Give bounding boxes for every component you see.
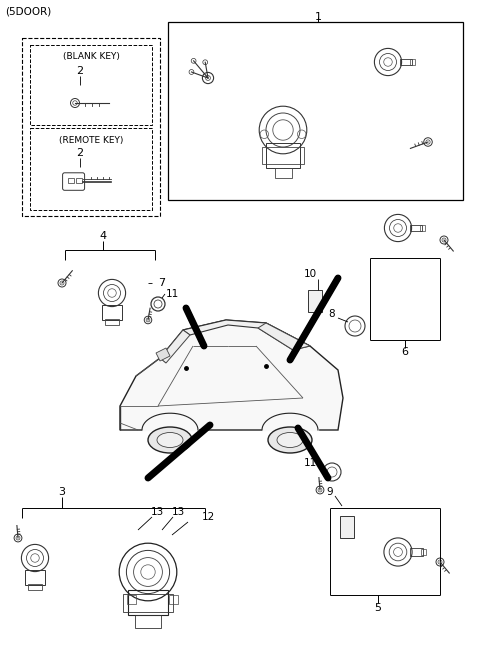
Text: 11: 11 — [303, 458, 317, 468]
Text: (5DOOR): (5DOOR) — [5, 6, 51, 16]
Bar — [308, 290, 322, 312]
Bar — [128, 590, 168, 615]
Text: 12: 12 — [202, 512, 215, 522]
Text: 13: 13 — [150, 507, 164, 517]
Text: 3: 3 — [59, 487, 65, 497]
Bar — [76, 178, 82, 183]
Bar — [68, 178, 73, 183]
Polygon shape — [183, 320, 310, 350]
Text: (REMOTE KEY): (REMOTE KEY) — [59, 136, 123, 144]
Bar — [123, 594, 173, 611]
Text: (BLANK KEY): (BLANK KEY) — [62, 52, 120, 62]
Bar — [168, 22, 463, 200]
Bar — [410, 224, 422, 232]
Bar — [28, 583, 42, 590]
Text: 6: 6 — [401, 347, 408, 357]
Text: 4: 4 — [99, 231, 107, 241]
Bar — [168, 594, 178, 604]
Ellipse shape — [157, 432, 183, 447]
Text: 10: 10 — [303, 269, 317, 279]
Bar — [421, 549, 426, 554]
Bar — [105, 319, 119, 325]
Bar — [275, 168, 291, 178]
Bar — [178, 372, 190, 376]
Ellipse shape — [148, 427, 192, 453]
Text: 2: 2 — [76, 148, 84, 158]
Bar — [25, 570, 45, 585]
Text: 8: 8 — [329, 309, 336, 319]
Bar — [30, 128, 152, 210]
Ellipse shape — [277, 432, 303, 447]
Bar — [410, 548, 422, 556]
Text: 9: 9 — [327, 487, 333, 497]
Bar — [400, 58, 412, 66]
Bar — [262, 147, 304, 164]
Ellipse shape — [268, 427, 312, 453]
Text: 13: 13 — [171, 507, 185, 517]
Bar — [260, 370, 272, 374]
Bar — [127, 594, 136, 604]
Text: 5: 5 — [374, 603, 382, 613]
Text: 7: 7 — [158, 278, 166, 288]
Bar — [135, 615, 161, 628]
Text: 11: 11 — [166, 289, 179, 299]
Bar — [340, 516, 354, 538]
Bar — [410, 60, 415, 64]
Polygon shape — [160, 330, 190, 363]
Text: 1: 1 — [314, 12, 322, 22]
Text: 2: 2 — [76, 66, 84, 76]
Bar — [420, 226, 425, 230]
Bar — [266, 143, 300, 168]
Polygon shape — [120, 320, 343, 430]
Bar — [102, 305, 122, 320]
Polygon shape — [156, 348, 170, 361]
Bar — [30, 45, 152, 125]
Polygon shape — [258, 323, 310, 350]
Bar — [22, 38, 160, 216]
